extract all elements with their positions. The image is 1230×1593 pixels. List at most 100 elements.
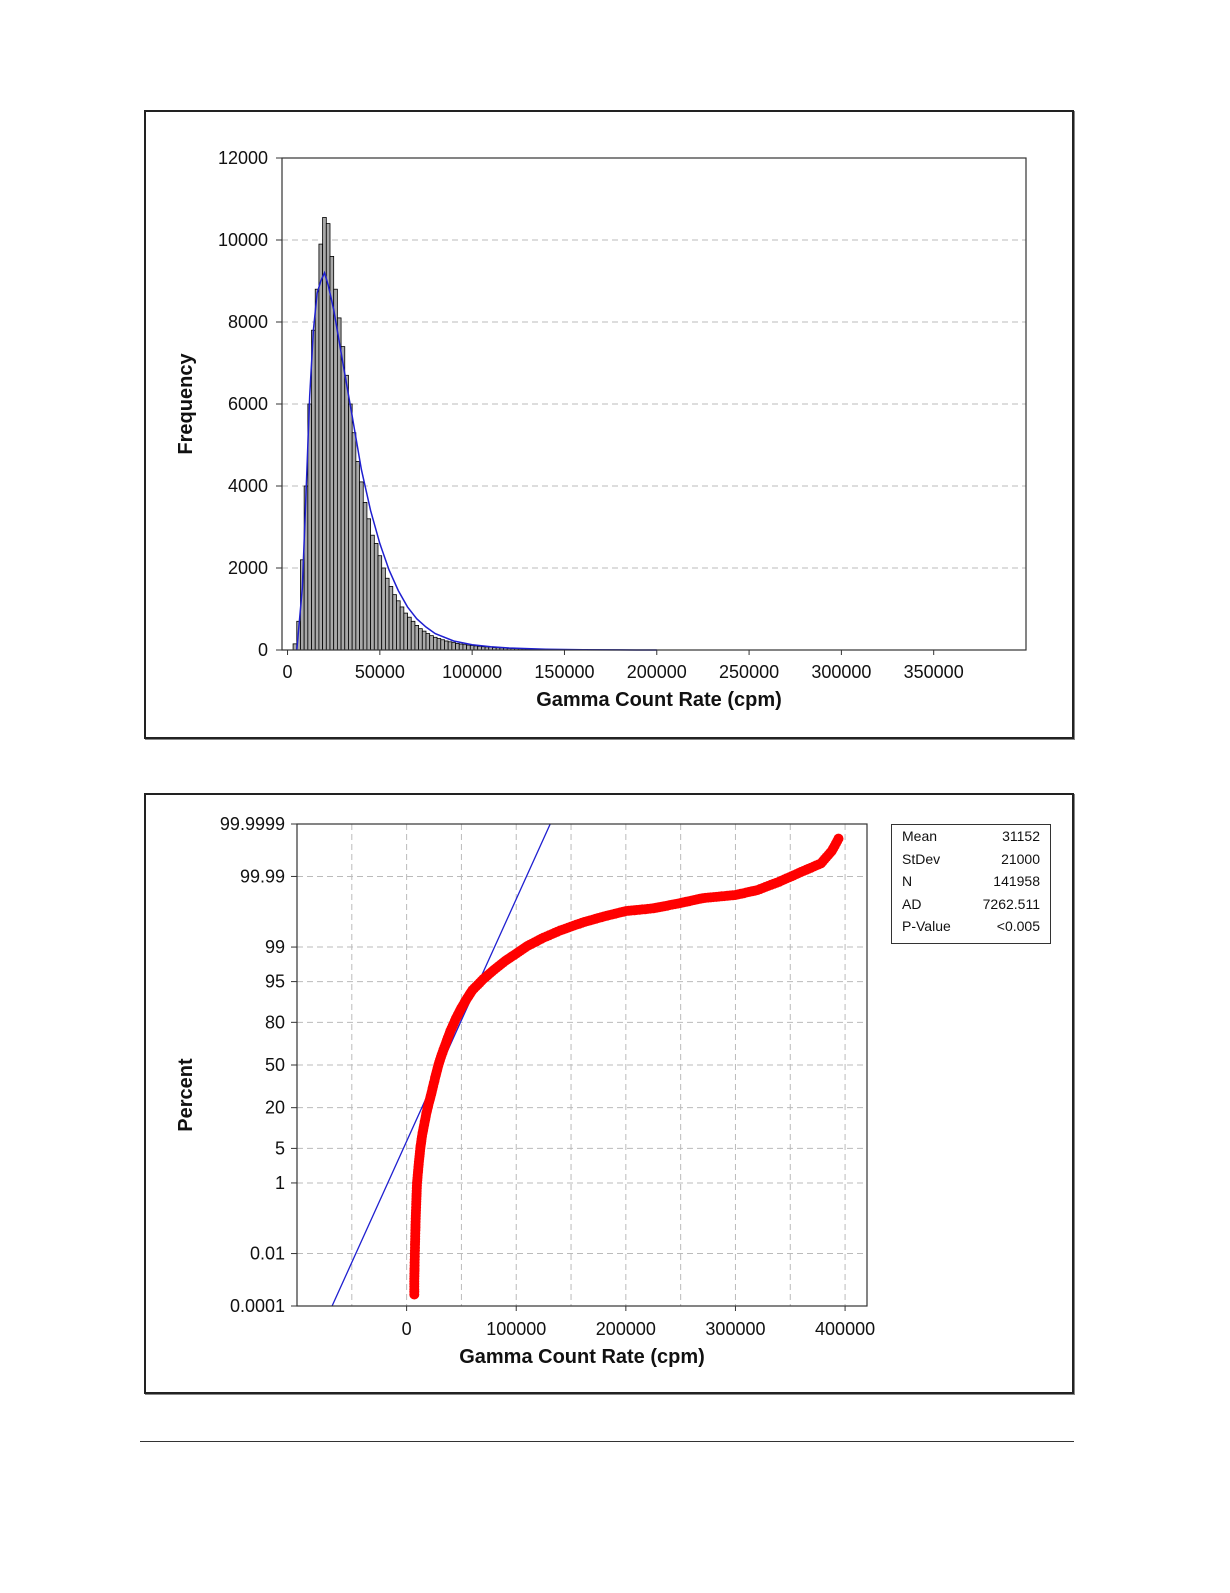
- probability-plot-panel: 0.0001 0.01 1 5 20 50 80 95 99 99.99 99.9999 0 10000…: [144, 793, 1074, 1394]
- legend-row: Mean 31152: [892, 825, 1050, 848]
- histogram-bar: [421, 630, 427, 651]
- legend-value: 21000: [1001, 850, 1040, 867]
- histogram-bar: [469, 645, 475, 651]
- x-tick-label: 400000: [815, 1319, 875, 1339]
- histogram-bar: [396, 600, 401, 651]
- x-tick-label: 0: [402, 1319, 412, 1339]
- histogram-bar: [462, 644, 468, 651]
- histogram-bar: [314, 288, 320, 651]
- histogram-bar: [318, 243, 324, 651]
- histogram-bar: [384, 577, 390, 651]
- y-tick-label: 2000: [228, 558, 268, 578]
- x-tick-label: 250000: [719, 662, 779, 682]
- data-point: [833, 833, 844, 844]
- y-tick-label: 0: [258, 640, 268, 660]
- legend-label: P-Value: [902, 918, 951, 934]
- histogram-bar: [333, 288, 338, 651]
- y-tick-label: 20: [265, 1098, 285, 1118]
- histogram-bar: [418, 628, 423, 651]
- plot-area-border: [296, 823, 868, 1307]
- data-points: [409, 833, 844, 1300]
- y-tick-label: 99.99: [240, 866, 285, 886]
- y-tick-label: 4000: [228, 476, 268, 496]
- y-tick-label: 10000: [218, 230, 268, 250]
- y-axis-label: Frequency: [175, 353, 197, 455]
- y-tick-label: 0.01: [250, 1244, 285, 1264]
- histogram-bar: [377, 555, 383, 651]
- x-axis-label: Gamma Count Rate (cpm): [536, 689, 782, 711]
- legend-label: Mean: [902, 828, 938, 844]
- x-tick-label: 0: [283, 662, 293, 682]
- histogram-bar: [351, 432, 357, 651]
- y-tick-label: 1: [275, 1173, 285, 1193]
- histogram-bar: [429, 635, 434, 651]
- statistics-legend: Mean 31152 StDev 21000 N 141958 AD 7262.511 P-Va…: [891, 824, 1051, 944]
- y-axis-label: Percent: [175, 1058, 197, 1132]
- fit-curve: [296, 270, 657, 651]
- histogram-bar: [348, 403, 353, 651]
- y-tick-label: 12000: [218, 148, 268, 168]
- histogram-bar: [362, 501, 368, 651]
- y-tick-label: 99: [265, 937, 285, 957]
- plot-area-border: [281, 157, 1027, 651]
- histogram-bar: [381, 567, 386, 651]
- y-tick-label: 5: [275, 1138, 285, 1158]
- y-tick-label: 0.0001: [230, 1296, 285, 1316]
- probability-plot-chart: 0.0001 0.01 1 5 20 50 80 95 99 99.99 99.9999 0 10000…: [175, 814, 875, 1368]
- histogram-bar: [440, 639, 445, 651]
- legend-label: AD: [902, 895, 922, 912]
- x-tick-label: 300000: [705, 1319, 765, 1339]
- histogram-bar: [329, 255, 335, 651]
- histogram-bar: [444, 640, 449, 651]
- histogram-bar: [370, 534, 375, 651]
- legend-value: <0.005: [996, 918, 1040, 934]
- y-tick-label: 80: [265, 1012, 285, 1032]
- histogram-bar: [414, 625, 420, 651]
- histogram-panel: 0 2000 4000 6000 8000 10000 12000 0 50000 100000 1…: [144, 110, 1074, 739]
- legend-row: P-Value <0.005: [892, 915, 1050, 938]
- histogram-bar: [388, 586, 394, 651]
- histogram-bar: [432, 636, 438, 651]
- histogram-bar: [322, 217, 327, 651]
- x-tick-label: 300000: [811, 662, 871, 682]
- y-tick-label: 50: [265, 1055, 285, 1075]
- histogram-bar: [344, 374, 349, 651]
- histogram-bar: [425, 633, 431, 651]
- y-tick-label: 95: [265, 972, 285, 992]
- histogram-bar: [399, 606, 405, 651]
- x-tick-label: 200000: [627, 662, 687, 682]
- histogram-bar: [359, 481, 364, 651]
- histogram-bar: [473, 645, 479, 651]
- histogram-bar: [355, 460, 360, 651]
- x-tick-label: 150000: [534, 662, 594, 682]
- histogram-bar: [403, 612, 408, 651]
- histogram-bar: [407, 616, 412, 651]
- legend-value: 141958: [993, 873, 1040, 889]
- histogram-bar: [447, 641, 453, 651]
- x-tick-label: 200000: [596, 1319, 656, 1339]
- histogram-bar: [311, 329, 316, 651]
- x-tick-label: 100000: [486, 1319, 546, 1339]
- histogram-bar: [366, 518, 372, 651]
- legend-row: AD 7262.511: [892, 893, 1050, 916]
- histogram-bar: [410, 620, 416, 651]
- histogram-bar: [451, 642, 456, 651]
- histogram-chart: 0 2000 4000 6000 8000 10000 12000 0 50000 100000 1…: [175, 148, 1027, 711]
- histogram-bar: [455, 643, 460, 651]
- legend-label: N: [902, 873, 913, 889]
- histogram-bar: [373, 542, 379, 651]
- x-tick-label: 50000: [355, 662, 405, 682]
- y-tick-label: 99.9999: [220, 814, 285, 834]
- histogram-bar: [436, 638, 442, 651]
- x-tick-label: 350000: [904, 662, 964, 682]
- y-tick-label: 6000: [228, 394, 268, 414]
- histogram-bar: [336, 317, 342, 651]
- histogram-bar: [392, 594, 397, 651]
- histogram-bar: [340, 346, 346, 651]
- footer-divider: [140, 1441, 1074, 1442]
- histogram-bar: [466, 644, 471, 651]
- legend-label: StDev: [902, 850, 941, 867]
- histogram-bar: [458, 643, 464, 651]
- legend-value: 31152: [1002, 828, 1040, 844]
- legend-value: 7262.511: [982, 895, 1040, 912]
